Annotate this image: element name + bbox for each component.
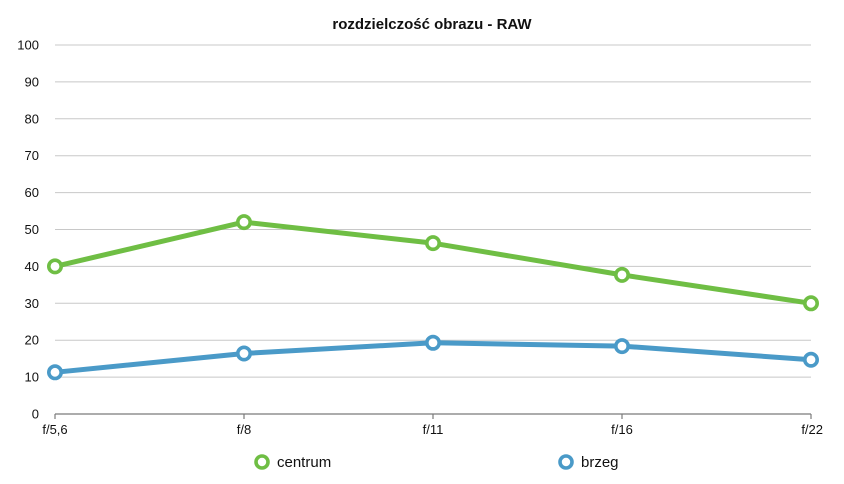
- legend-item-brzeg: brzeg: [558, 454, 619, 471]
- data-point: [613, 338, 630, 355]
- legend-marker: [254, 454, 270, 470]
- y-tick-label: 90: [25, 74, 39, 89]
- x-axis-ticks: f/5,6 f/8 f/11 f/16 f/22: [42, 414, 823, 437]
- legend-label: brzeg: [581, 454, 619, 471]
- y-tick-label: 20: [25, 333, 39, 348]
- x-tick-label: f/5,6: [42, 422, 67, 437]
- x-tick-label: f/22: [801, 422, 823, 437]
- grid: [55, 44, 811, 415]
- y-tick-label: 30: [25, 296, 39, 311]
- y-tick-label: 10: [25, 370, 39, 385]
- data-point: [802, 351, 819, 368]
- data-point: [236, 345, 253, 362]
- y-tick-label: 0: [32, 407, 39, 422]
- series-centrum: [46, 214, 819, 312]
- data-point: [236, 214, 253, 231]
- series-lines: [46, 214, 819, 381]
- series-brzeg: [46, 334, 819, 381]
- legend-label: centrum: [277, 454, 331, 471]
- y-tick-label: 40: [25, 259, 39, 274]
- data-point: [613, 266, 630, 283]
- x-tick-label: f/8: [237, 422, 251, 437]
- data-point: [46, 364, 63, 381]
- x-tick-label: f/11: [423, 422, 444, 437]
- y-axis-ticks: 0 10 20 30 40 50 60 70 80 90 100: [17, 38, 39, 422]
- legend-marker: [558, 454, 574, 470]
- y-tick-label: 70: [25, 148, 39, 163]
- legend: centrum brzeg: [254, 454, 619, 471]
- y-tick-label: 60: [25, 185, 39, 200]
- y-tick-label: 100: [17, 38, 39, 53]
- data-point: [802, 295, 819, 312]
- y-tick-label: 80: [25, 111, 39, 126]
- data-point: [424, 334, 441, 351]
- y-tick-label: 50: [25, 222, 39, 237]
- data-point: [46, 258, 63, 275]
- data-point: [424, 235, 441, 252]
- x-tick-label: f/16: [611, 422, 633, 437]
- chart-title: rozdzielczość obrazu - RAW: [332, 16, 532, 33]
- legend-item-centrum: centrum: [254, 454, 331, 471]
- series-line-centrum: [52, 219, 814, 306]
